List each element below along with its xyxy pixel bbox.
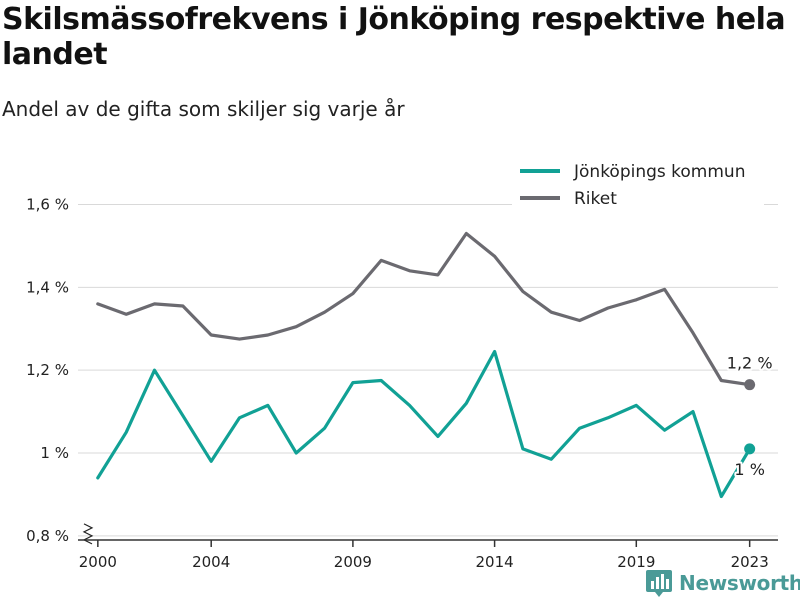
series-end-label-halo: 1,2 % bbox=[727, 354, 773, 373]
x-tick-label: 2014 bbox=[476, 553, 514, 571]
x-tick-label: 2004 bbox=[192, 553, 230, 571]
series-end-label: 1,2 % bbox=[727, 354, 773, 373]
legend-label: Jönköpings kommun bbox=[573, 162, 745, 182]
series-end-point bbox=[744, 379, 756, 391]
y-tick-label: 1,6 % bbox=[26, 195, 69, 213]
y-tick-label: 1,2 % bbox=[26, 361, 69, 379]
newsworthy-logo-icon bbox=[646, 570, 672, 597]
newsworthy-logo: Newsworthy bbox=[645, 568, 800, 598]
x-tick-label: 2000 bbox=[79, 553, 117, 571]
series-end-label-halo: 1 % bbox=[734, 460, 764, 479]
axis-break-icon bbox=[82, 523, 94, 545]
x-tick-label: 2023 bbox=[731, 553, 769, 571]
y-tick-label: 1 % bbox=[40, 444, 69, 462]
series-line-jonkoping bbox=[96, 349, 752, 499]
series-end-label: 1 % bbox=[734, 460, 764, 479]
y-tick-label: 0,8 % bbox=[26, 527, 69, 545]
newsworthy-logo-text: Newsworthy bbox=[679, 571, 800, 595]
x-tick-label: 2019 bbox=[617, 553, 655, 571]
y-tick-label: 1,4 % bbox=[26, 278, 69, 296]
legend-label: Riket bbox=[574, 189, 617, 209]
series-end-point bbox=[744, 443, 756, 455]
x-tick-label: 2009 bbox=[334, 553, 372, 571]
series-line-riket bbox=[96, 231, 752, 387]
chart-subtitle: Andel av de gifta som skiljer sig varje … bbox=[2, 97, 405, 121]
chart-title: Skilsmässofrekvens i Jönköping respektiv… bbox=[2, 2, 786, 72]
